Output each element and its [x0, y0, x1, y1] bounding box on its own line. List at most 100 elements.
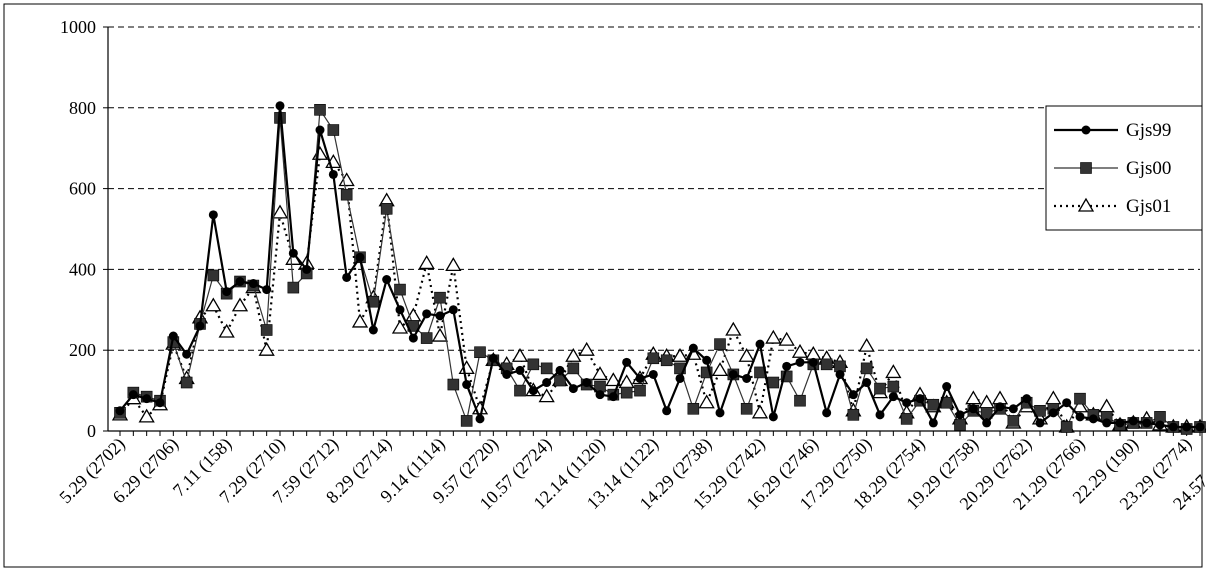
data-point-circle — [608, 392, 618, 402]
series-Gjs99 — [115, 101, 1205, 432]
data-point-square — [767, 376, 780, 389]
data-point-triangle — [565, 347, 582, 362]
data-point-square — [900, 413, 913, 425]
data-point-circle — [648, 369, 658, 379]
data-point-square — [514, 384, 526, 397]
data-point-square — [927, 398, 940, 411]
data-point-circle — [1035, 418, 1045, 428]
legend-label: Gjs99 — [1126, 120, 1171, 141]
data-point-circle — [262, 285, 272, 295]
data-point-circle — [435, 311, 445, 321]
data-point-circle — [808, 357, 818, 367]
data-point-circle — [888, 392, 898, 402]
data-point-triangle — [391, 319, 409, 334]
data-point-circle — [968, 404, 978, 414]
data-point-circle — [1062, 398, 1072, 408]
data-point-circle — [955, 410, 965, 420]
data-point-square — [794, 394, 806, 407]
data-point-circle — [728, 369, 738, 379]
legend-item-Gjs99: Gjs99 — [1054, 120, 1171, 141]
data-point-circle — [115, 406, 125, 416]
data-point-square — [647, 352, 660, 365]
data-point-square — [207, 269, 220, 282]
data-point-triangle — [351, 313, 369, 328]
data-point-circle — [1195, 422, 1205, 432]
data-point-triangle — [445, 257, 462, 272]
data-point-circle — [928, 418, 938, 428]
data-point-square — [887, 380, 900, 393]
data-point-circle — [755, 339, 765, 349]
data-point-circle — [1075, 412, 1085, 422]
data-point-triangle — [738, 347, 755, 362]
data-point-triangle — [418, 255, 435, 269]
data-point-circle — [462, 380, 472, 390]
data-point-triangle — [778, 331, 795, 346]
data-point-circle — [288, 248, 298, 258]
data-point-circle — [355, 252, 365, 262]
data-point-triangle — [231, 297, 249, 312]
data-point-circle — [555, 365, 565, 375]
data-point-circle — [502, 369, 512, 379]
data-point-circle — [795, 357, 805, 367]
data-point-triangle — [725, 321, 742, 336]
data-point-square — [954, 419, 966, 431]
data-point-circle — [168, 331, 178, 341]
data-point-square — [780, 370, 793, 383]
series-line — [119, 152, 1200, 430]
data-point-circle — [782, 361, 792, 371]
gridlines — [108, 26, 1200, 351]
series-line — [119, 108, 1201, 430]
data-point-circle — [248, 279, 258, 289]
data-point-circle — [342, 272, 352, 282]
data-point-triangle — [965, 390, 982, 405]
data-point-square — [460, 415, 473, 427]
data-point-triangle — [591, 366, 609, 381]
data-point-circle — [515, 365, 525, 375]
data-point-circle — [568, 384, 578, 394]
data-point-square — [660, 354, 673, 367]
data-point-circle — [848, 390, 858, 400]
legend-label: Gjs01 — [1126, 196, 1171, 217]
data-point-circle — [1115, 418, 1125, 428]
data-point-circle — [382, 275, 392, 284]
data-point-square — [634, 384, 646, 397]
data-point-square — [260, 324, 273, 336]
data-point-circle — [875, 410, 885, 420]
legend: Gjs99 Gjs00 Gjs01 — [1045, 105, 1203, 231]
data-point-square — [740, 402, 753, 415]
data-point-square — [820, 358, 833, 371]
data-point-square — [180, 376, 193, 389]
data-point-circle — [488, 353, 498, 363]
data-point-triangle — [858, 337, 875, 352]
y-tick-label: 800 — [69, 98, 96, 118]
data-point-square — [847, 409, 860, 421]
y-tick-label: 600 — [69, 179, 96, 199]
data-point-triangle — [258, 341, 275, 356]
data-point-circle — [1048, 408, 1058, 418]
data-point-triangle — [791, 343, 809, 358]
data-point-circle — [768, 412, 778, 422]
data-point-circle — [128, 390, 138, 400]
data-point-circle — [195, 321, 205, 331]
data-point-triangle — [511, 347, 529, 362]
data-point-square — [714, 338, 726, 350]
data-point-circle — [1142, 418, 1152, 428]
data-point-circle — [368, 325, 378, 335]
data-point-triangle — [271, 204, 289, 219]
y-tick-label: 400 — [69, 259, 96, 279]
data-point-circle — [1155, 420, 1165, 430]
data-point-triangle — [711, 362, 729, 377]
data-point-circle — [702, 355, 712, 365]
data-point-circle — [595, 390, 605, 400]
data-point-circle — [1182, 422, 1192, 432]
data-point-triangle — [538, 388, 555, 403]
data-point-triangle — [138, 408, 155, 423]
data-point-triangle — [671, 347, 689, 362]
data-point-circle — [1102, 418, 1112, 428]
y-tick-label: 200 — [69, 340, 96, 360]
data-point-circle — [1022, 394, 1032, 404]
data-point-circle — [222, 287, 232, 297]
data-point-circle — [982, 418, 992, 428]
data-point-circle — [742, 373, 752, 383]
